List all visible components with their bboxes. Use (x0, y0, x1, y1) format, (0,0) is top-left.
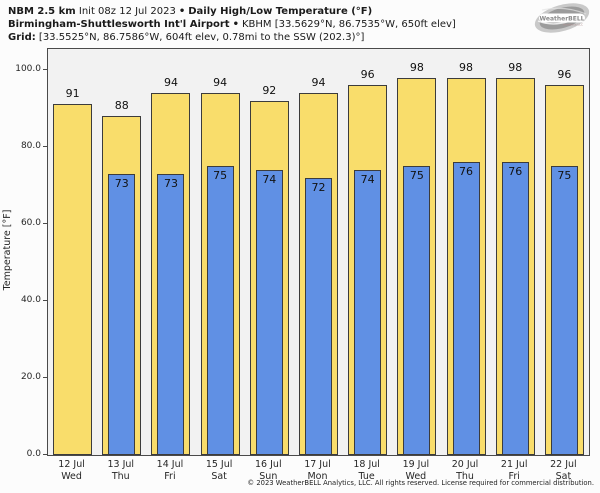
x-tick-label: 21 Jul Fri (484, 459, 544, 483)
x-tick-date: 21 Jul (500, 459, 528, 470)
x-tick-label: 18 Jul Tue (337, 459, 397, 483)
y-tick-mark (43, 145, 47, 147)
y-tick-label: 100.0 (15, 63, 41, 74)
x-tick-date: 20 Jul (451, 459, 479, 470)
high-value-label: 94 (311, 75, 326, 89)
y-tick-label: 60.0 (20, 217, 41, 228)
low-value-label: 76 (459, 165, 474, 179)
low-bar (354, 169, 382, 455)
y-tick-mark (43, 222, 47, 224)
low-value-label: 75 (409, 169, 424, 183)
separator-dot: • (178, 6, 186, 17)
low-bar (108, 173, 136, 455)
plot-area: 91 88 73 94 73 94 75 92 74 94 72 96 74 98 75 98 76 98 76 96… (47, 48, 590, 456)
x-tick-day: Tue (358, 471, 375, 482)
x-tick-date: 18 Jul (353, 459, 380, 470)
x-tick-day: Sat (211, 471, 227, 482)
y-tick-label: 0.0 (26, 449, 41, 459)
low-bar (550, 166, 578, 455)
header-line-1: NBM 2.5 km Init 08z 12 Jul 2023 • Daily Hi… (8, 5, 456, 18)
x-tick-date: 17 Jul (304, 459, 331, 470)
x-tick-day: Fri (508, 471, 520, 482)
x-tick-day: Mon (307, 471, 328, 482)
x-tick-label: 19 Jul Wed (386, 459, 446, 483)
low-bar (403, 166, 431, 455)
grid-label: Grid: (8, 32, 36, 43)
low-bar (452, 162, 480, 455)
high-value-label: 96 (360, 68, 375, 82)
x-tick-day: Sun (259, 471, 278, 482)
logo-subtext: Analytics LLC (563, 23, 583, 27)
y-tick-mark (43, 299, 47, 301)
x-tick-label: 14 Jul Fri (140, 459, 200, 483)
x-tick-date: 14 Jul (156, 459, 184, 470)
separator-dot: • (232, 19, 239, 30)
x-tick-date: 15 Jul (205, 459, 233, 470)
x-tick-date: 12 Jul (58, 459, 85, 470)
low-bar (255, 169, 283, 455)
y-tick-mark (43, 454, 47, 455)
low-value-label: 72 (311, 180, 326, 194)
model-name: NBM 2.5 km (8, 6, 76, 17)
grid-info: [33.5525°N, 86.7586°W, 604ft elev, 0.78m… (38, 32, 365, 43)
x-tick-label: 20 Jul Thu (435, 459, 495, 483)
y-tick-label: 20.0 (20, 371, 41, 382)
product-title: Daily High/Low Temperature (°F) (188, 6, 373, 17)
high-value-label: 94 (163, 75, 178, 89)
x-tick-date: 13 Jul (107, 459, 135, 470)
low-value-label: 75 (213, 169, 228, 183)
high-value-label: 94 (213, 75, 228, 89)
x-tick-day: Sat (555, 471, 572, 482)
high-value-label: 98 (508, 60, 523, 74)
copyright-text: © 2023 WeatherBELL Analytics, LLC. All r… (247, 479, 594, 487)
high-value-label: 91 (65, 87, 80, 101)
x-tick-day: Thu (111, 471, 130, 482)
chart-header: NBM 2.5 km Init 08z 12 Jul 2023 • Daily Hi… (8, 5, 456, 44)
x-tick-date: 19 Jul (402, 459, 430, 470)
low-value-label: 74 (360, 172, 375, 186)
low-bar (206, 166, 234, 455)
high-bar (53, 104, 93, 455)
header-line-3: Grid: [33.5525°N, 86.7586°W, 604ft elev,… (8, 31, 456, 44)
x-tick-date: 22 Jul (550, 459, 577, 470)
header-line-2: Birmingham-Shuttlesworth Int'l Airport • K… (8, 18, 456, 31)
station-name: Birmingham-Shuttlesworth Int'l Airport (8, 19, 230, 30)
x-tick-label: 15 Jul Sat (189, 459, 249, 483)
low-value-label: 74 (262, 172, 277, 186)
low-value-label: 73 (114, 176, 129, 190)
low-bar (157, 173, 185, 455)
logo-text: WeatherBELL (539, 15, 584, 22)
x-tick-label: 22 Jul Sat (533, 459, 593, 483)
y-tick-mark (43, 376, 47, 378)
x-tick-day: Thu (456, 471, 474, 482)
x-tick-date: 16 Jul (255, 459, 282, 470)
y-tick-label: 80.0 (20, 140, 41, 151)
low-bar (305, 177, 332, 455)
high-value-label: 92 (262, 83, 277, 97)
y-tick-mark (43, 68, 47, 70)
high-value-label: 96 (557, 68, 572, 82)
low-value-label: 75 (557, 169, 572, 183)
low-bar (501, 162, 529, 455)
init-time: Init 08z 12 Jul 2023 (78, 6, 176, 17)
x-tick-label: 16 Jul Sun (238, 459, 298, 483)
high-value-label: 98 (459, 60, 474, 74)
station-info: KBHM [33.5629°N, 86.7535°W, 650ft elev] (241, 19, 456, 30)
x-tick-day: Fri (164, 471, 176, 482)
weatherbell-logo: WeatherBELL Analytics LLC (534, 3, 590, 33)
x-tick-label: 17 Jul Mon (288, 459, 348, 483)
x-tick-day: Wed (61, 471, 82, 482)
x-tick-label: 12 Jul Wed (42, 459, 102, 483)
high-value-label: 88 (114, 99, 129, 113)
y-tick-label: 40.0 (20, 294, 41, 305)
low-value-label: 76 (508, 165, 523, 179)
low-value-label: 73 (163, 176, 178, 190)
high-value-label: 98 (409, 60, 424, 74)
x-tick-day: Wed (405, 471, 427, 482)
x-tick-label: 13 Jul Thu (91, 459, 151, 483)
